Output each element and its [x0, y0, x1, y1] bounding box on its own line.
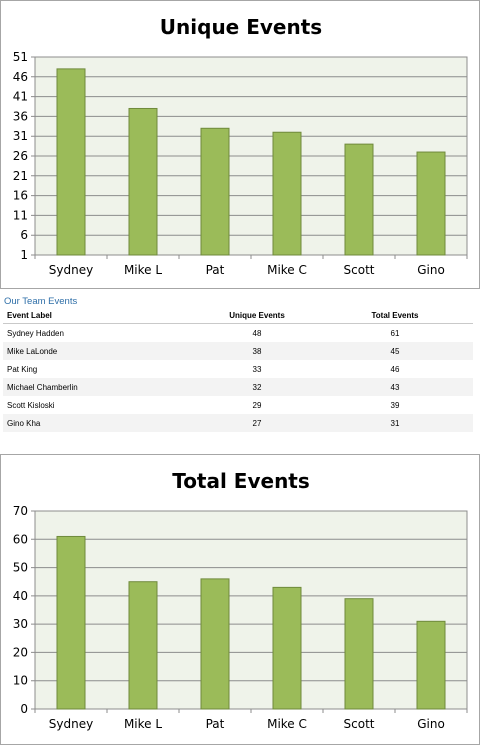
bar [128, 107, 158, 256]
team-events-table: Event Label Unique Events Total Events S… [3, 308, 473, 432]
y-tick-label: 21 [13, 169, 28, 183]
x-category-label: Pat [206, 263, 225, 277]
x-category-label: Sydney [49, 263, 93, 277]
event-label-cell: Gino Kha [3, 414, 197, 432]
total-events-cell: 43 [317, 378, 473, 396]
x-category-label: Mike C [267, 717, 307, 731]
total-events-chart: Total Events 0 10 20 30 40 50 60 70 Sydney Mike L P… [0, 454, 480, 745]
table-row: Sydney Hadden 48 61 [3, 324, 473, 343]
table-row: Michael Chamberlin 32 43 [3, 378, 473, 396]
y-tick-label: 40 [13, 589, 28, 603]
chart-title: Unique Events [160, 15, 322, 39]
event-label-cell: Pat King [7, 364, 38, 374]
y-tick-label: 1 [20, 248, 28, 262]
x-category-label: Mike L [124, 717, 162, 731]
unique-events-cell: 29 [252, 400, 262, 410]
y-tick-label: 11 [13, 208, 28, 222]
y-tick-label: 60 [13, 532, 28, 546]
event-label-cell: Sydney Hadden [7, 328, 64, 338]
bar [56, 535, 86, 710]
y-tick-label: 26 [13, 149, 28, 163]
bar [344, 143, 374, 256]
y-tick-label: 0 [20, 702, 28, 716]
bar [272, 586, 302, 710]
plot-area [34, 510, 468, 710]
total-events-cell: 46 [390, 364, 400, 374]
unique-events-cell: 32 [197, 378, 317, 396]
bar [416, 620, 446, 710]
bar [200, 578, 230, 710]
y-tick-label: 20 [13, 645, 28, 659]
bar [416, 151, 446, 256]
table-header-row: Event Label Unique Events Total Events [3, 308, 473, 324]
table-title: Our Team Events [4, 296, 78, 307]
y-tick-label: 36 [13, 109, 28, 123]
column-header-unique-events[interactable]: Unique Events [197, 308, 317, 324]
y-tick-label: 70 [13, 504, 28, 518]
x-category-label: Scott [344, 263, 375, 277]
total-events-cell: 31 [317, 414, 473, 432]
x-category-label: Pat [206, 717, 225, 731]
y-tick-label: 41 [13, 90, 28, 104]
bar [272, 131, 302, 256]
table-row: Scott Kisloski 29 39 [3, 396, 473, 414]
event-label-cell: Michael Chamberlin [3, 378, 197, 396]
y-tick-label: 10 [13, 674, 28, 688]
column-header-event-label[interactable]: Event Label [3, 308, 197, 324]
y-tick-label: 16 [13, 189, 28, 203]
total-events-chart-svg: Total Events 0 10 20 30 40 50 60 70 Sydney Mike L P… [13, 469, 468, 731]
total-events-cell: 45 [317, 342, 473, 360]
table-row: Gino Kha 27 31 [3, 414, 473, 432]
chart-title: Total Events [172, 469, 310, 493]
x-category-label: Scott [344, 717, 375, 731]
unique-events-chart: Unique Events 1 6 11 16 21 26 31 36 41 46 51 Sydney M… [0, 0, 480, 289]
bar [128, 581, 158, 710]
x-category-label: Gino [417, 263, 445, 277]
table-row: Pat King 33 46 [3, 360, 473, 378]
unique-events-cell: 33 [252, 364, 262, 374]
table-row: Mike LaLonde 38 45 [3, 342, 473, 360]
y-tick-label: 51 [13, 50, 28, 64]
y-tick-label: 6 [20, 228, 28, 242]
event-label-cell: Mike LaLonde [3, 342, 197, 360]
x-category-label: Mike C [267, 263, 307, 277]
x-category-label: Mike L [124, 263, 162, 277]
event-label-cell: Scott Kisloski [7, 400, 55, 410]
y-tick-label: 31 [13, 129, 28, 143]
team-events-section: Our Team Events Event Label Unique Event… [0, 292, 482, 450]
bar [200, 127, 230, 256]
y-tick-label: 30 [13, 617, 28, 631]
x-category-label: Gino [417, 717, 445, 731]
unique-events-cell: 38 [197, 342, 317, 360]
x-category-label: Sydney [49, 717, 93, 731]
unique-events-cell: 27 [197, 414, 317, 432]
column-header-total-events[interactable]: Total Events [317, 308, 473, 324]
y-tick-label: 50 [13, 561, 28, 575]
unique-events-cell: 48 [252, 328, 262, 338]
bar [56, 68, 86, 256]
total-events-cell: 61 [390, 328, 400, 338]
y-tick-label: 46 [13, 70, 28, 84]
total-events-cell: 39 [390, 400, 400, 410]
bar [344, 598, 374, 710]
